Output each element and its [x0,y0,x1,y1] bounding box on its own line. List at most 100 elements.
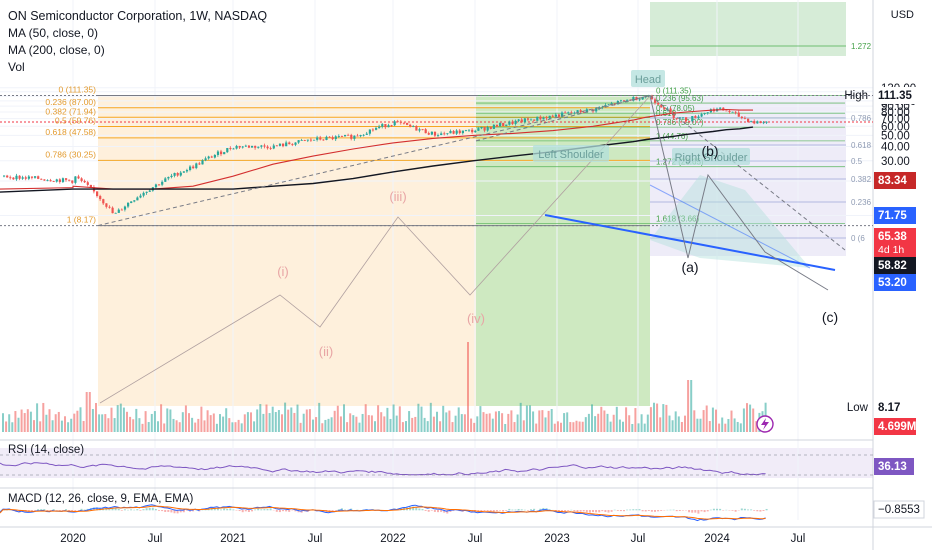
volume-bar [290,407,293,432]
candles-layer [3,94,768,214]
volume-bar [634,408,637,432]
candle-body [449,131,452,134]
candle-body [542,117,545,120]
macd-hist-bar [244,510,247,512]
macd-hist-bar [96,507,98,511]
candle-body [24,177,27,179]
candle-body [371,129,375,131]
volume-bar [736,421,739,432]
time-tick-8: 2024 [704,533,730,545]
volume-bar [126,411,128,432]
macd-hist-bar [158,510,160,511]
macd-hist-bar [139,510,142,511]
macd-hist-bar [356,509,359,511]
candle-body [595,108,598,112]
head-label: Head [635,74,661,86]
time-tick-0: 2020 [60,533,86,545]
volume-bar [572,422,575,432]
candle-body [669,108,672,113]
candle-body [173,172,176,176]
macd-hist-bar [80,508,83,511]
candle-body [220,151,223,155]
macd-hist-bar [108,509,111,511]
candle-body [235,145,238,149]
price-tick-6: 70.00 [881,114,910,126]
candle-body [142,192,145,196]
macd-hist-bar [706,510,709,512]
currency-label[interactable]: USD [890,9,914,21]
candle-body [703,113,706,115]
macd-hist-bar [632,509,635,511]
legend-ma50[interactable]: MA (50, close, 0) [8,26,99,40]
candle-body [27,176,30,179]
volume-bar [79,407,82,432]
candle-body [294,142,297,145]
volume-bar [724,423,727,432]
candle-body [495,124,499,127]
macd-hist-bar [753,510,756,511]
candle-body [130,201,133,203]
candle-body [207,156,210,159]
macd-hist-bar [216,507,219,511]
legend-ma200[interactable]: MA (200, close, 0) [8,43,105,57]
price-badge-text-0: 111.35 [878,90,913,102]
volume-bar [45,414,48,432]
volume-bar [569,422,572,432]
volume-bar [684,415,686,432]
rsi-pane-label[interactable]: RSI (14, close) [8,444,85,456]
volume-bar [668,415,671,432]
candle-body [350,134,353,139]
macd-hist-bar [173,510,176,514]
fib-mid-label-0: 0 (111.35) [656,87,692,96]
volume-bar [175,420,178,432]
abc-path [649,95,829,291]
chart-title: ON Semiconductor Corporation, 1W, NASDAQ [8,9,268,23]
candle-body [278,143,282,146]
volume-bar [287,409,290,432]
candle-body [297,140,300,143]
macd-hist-bar [337,509,340,511]
volume-bar [467,342,469,432]
volume-bar [510,410,513,432]
macd-pane-label[interactable]: MACD (12, 26, close, 9, EMA, EMA) [8,493,194,505]
macd-hist-bar [660,510,663,511]
candle-body [244,145,247,147]
macd-hist-bar [440,510,443,512]
volume-bar [91,409,94,432]
volume-bar [60,420,63,432]
candle-body [632,96,635,101]
candle-body [740,116,743,118]
volume-bar [498,411,500,432]
macd-hist-bar [650,510,653,512]
volume-bar [370,415,373,432]
candle-body [508,121,511,125]
macd-hist-bar [564,510,567,513]
macd-hist-bar [418,508,421,511]
volume-bar [197,418,200,432]
fib-mid-label-3: 0.618 [656,109,677,118]
candle-body [406,123,409,125]
price-badge-tag-0: High [844,90,868,102]
volume-bar [640,414,643,432]
candle-body [313,139,316,141]
volume-bar [243,414,246,432]
rsi-value-badge [874,458,914,475]
macd-hist-bar [601,510,604,512]
macd-hist-bar [30,510,33,512]
macd-hist-bar [282,510,284,512]
candle-body [387,125,390,128]
macd-hist-bar [232,509,235,511]
candle-body [46,180,49,182]
macd-hist-bar [37,509,40,511]
macd-hist-bar [176,510,179,514]
volume-bar [538,410,541,432]
candle-body [533,119,536,121]
macd-hist-bar [539,508,542,511]
macd-hist-bar [58,510,61,511]
volume-bar [153,411,156,432]
volume-bar [305,409,308,432]
volume-bar [299,422,302,432]
legend-vol[interactable]: Vol [8,60,25,74]
volume-bar [296,404,299,432]
volume-bar [516,414,519,432]
